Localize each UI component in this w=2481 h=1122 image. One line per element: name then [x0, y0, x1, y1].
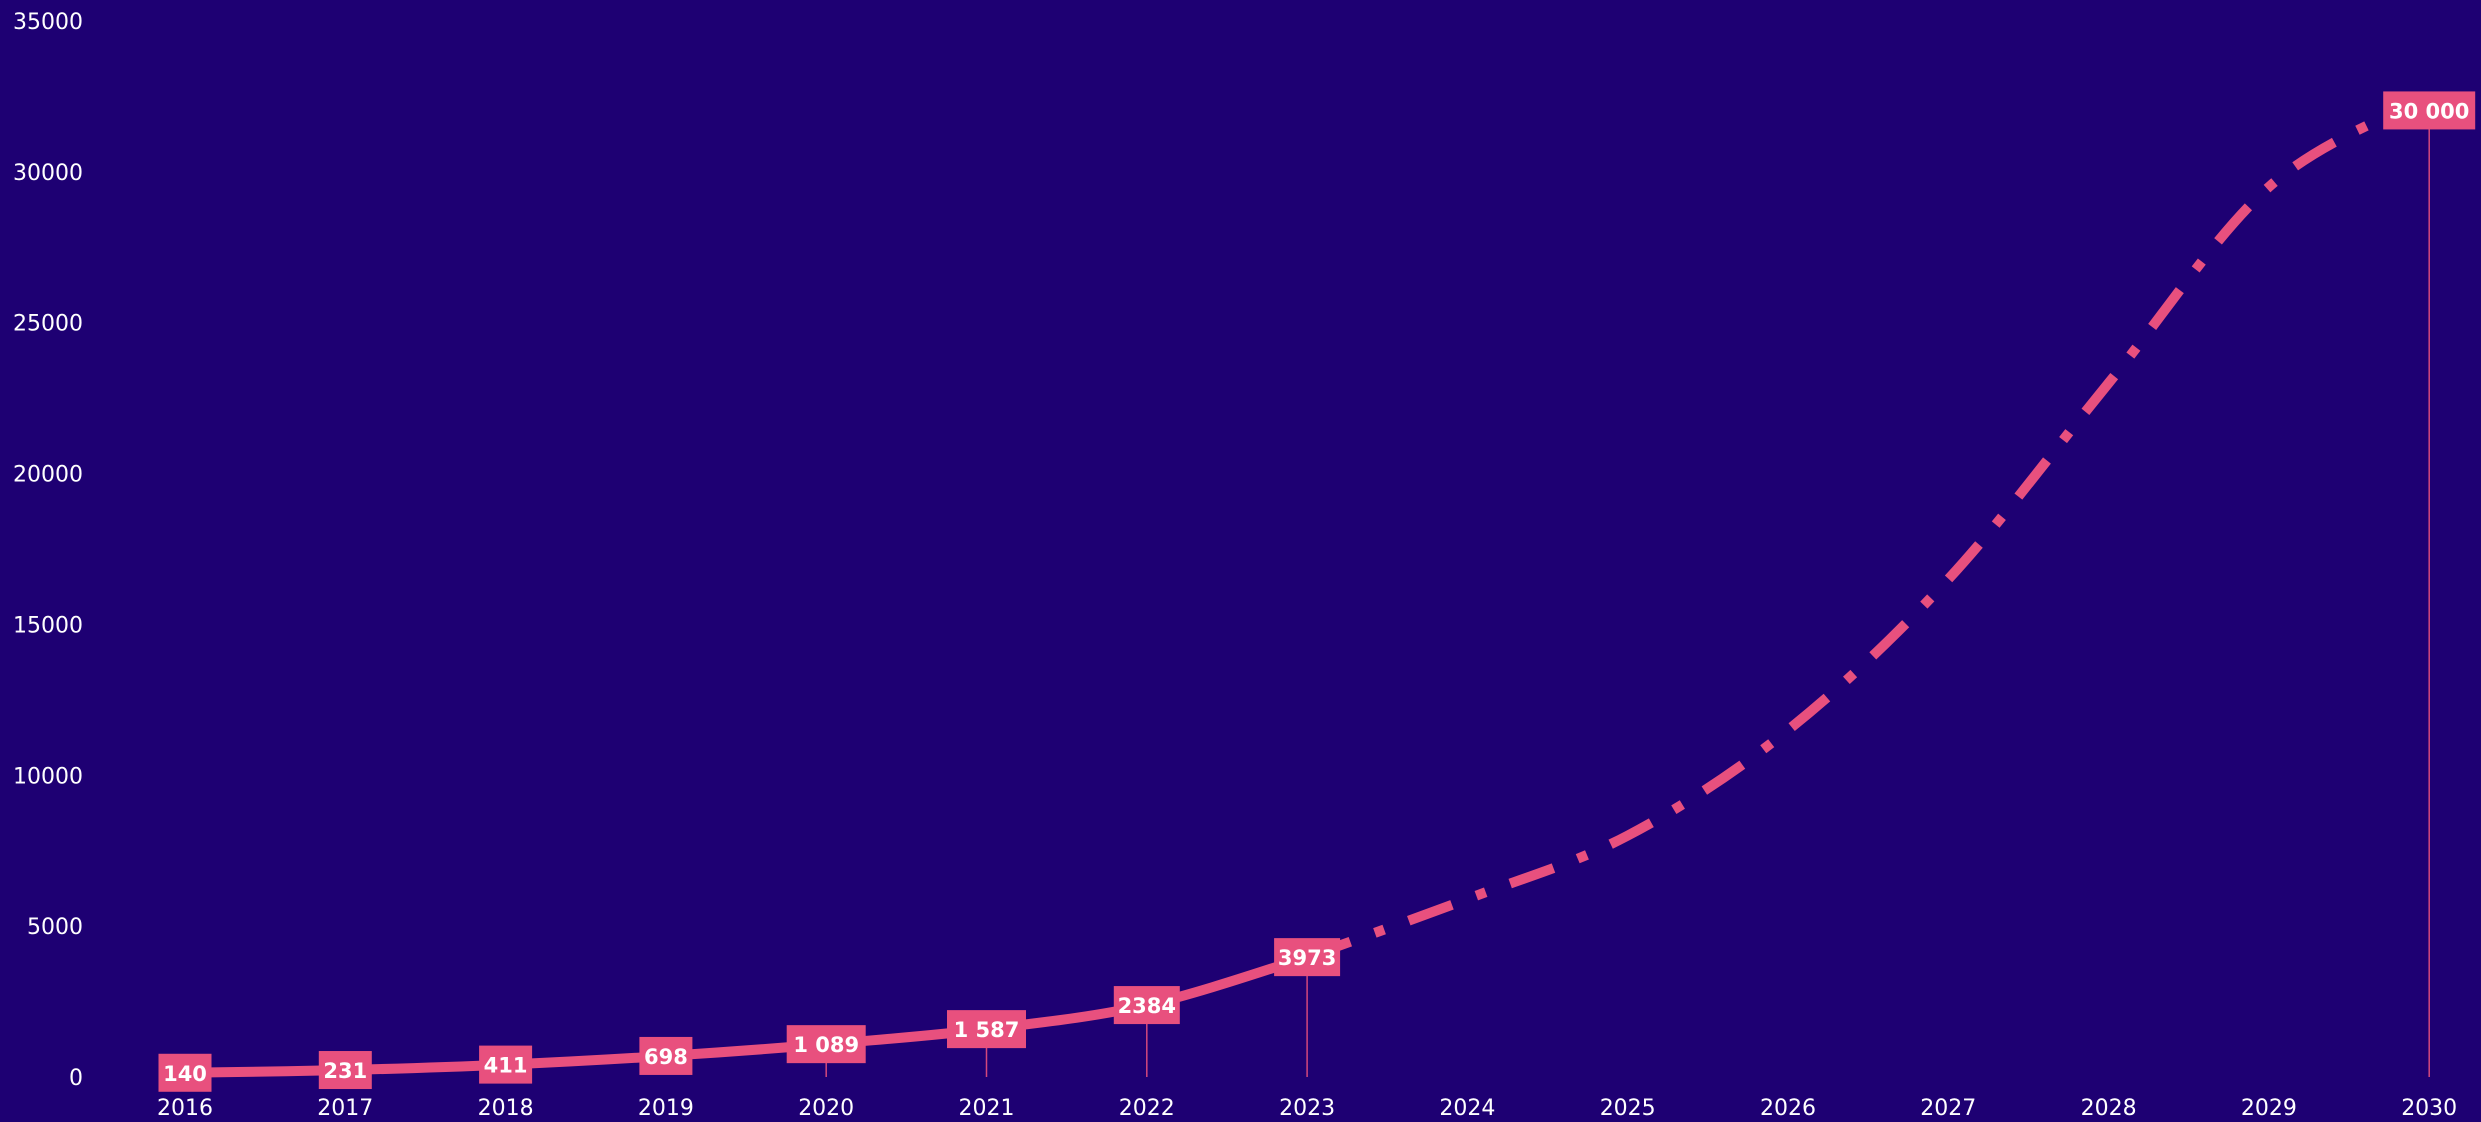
x-tick-label: 2028 [2081, 1096, 2137, 1121]
svg-text:30 000: 30 000 [2389, 99, 2469, 123]
series-lines [180, 92, 2432, 1078]
x-tick-label: 2026 [1760, 1096, 1816, 1121]
y-tick-label: 15000 [13, 613, 83, 638]
x-tick-label: 2030 [2401, 1096, 2457, 1121]
data-label: 3973 [1274, 938, 1341, 977]
data-labels: 140 231 411 698 1 089 1 587 2384 3973 30 000 [158, 91, 2476, 1092]
x-tick-label: 2016 [157, 1096, 213, 1121]
y-tick-label: 30000 [13, 161, 83, 186]
y-tick-label: 10000 [13, 764, 83, 789]
y-tick-label: 5000 [27, 915, 83, 940]
x-tick-label: 2021 [959, 1096, 1015, 1121]
svg-text:140: 140 [163, 1062, 207, 1086]
drop-lines [825, 96, 2430, 1077]
x-axis-ticks: 2016 2017 2018 2019 2020 2021 2022 2023 2024 2025… [157, 1096, 2457, 1121]
x-tick-label: 2017 [317, 1096, 373, 1121]
y-axis-ticks: 0 5000 10000 15000 20000 25000 30000 35000 [13, 10, 83, 1091]
series-line-projection [1305, 92, 2432, 962]
svg-text:411: 411 [484, 1054, 528, 1078]
svg-text:231: 231 [323, 1059, 367, 1083]
data-label: 2384 [1113, 986, 1180, 1025]
y-tick-label: 20000 [13, 463, 83, 488]
x-tick-label: 2027 [1920, 1096, 1976, 1121]
svg-text:3973: 3973 [1278, 946, 1336, 970]
x-tick-label: 2024 [1439, 1096, 1495, 1121]
svg-text:1 587: 1 587 [954, 1018, 1020, 1042]
x-tick-label: 2022 [1119, 1096, 1175, 1121]
svg-text:1 089: 1 089 [793, 1033, 859, 1057]
data-label: 1 587 [947, 1010, 1026, 1049]
x-tick-label: 2029 [2241, 1096, 2297, 1121]
data-label: 698 [639, 1036, 693, 1075]
x-tick-label: 2018 [478, 1096, 534, 1121]
data-label: 411 [479, 1045, 533, 1084]
y-tick-label: 25000 [13, 312, 83, 337]
x-tick-label: 2020 [798, 1096, 854, 1121]
y-tick-label: 35000 [13, 10, 83, 35]
data-label: 140 [158, 1053, 212, 1092]
svg-text:2384: 2384 [1118, 994, 1176, 1018]
svg-text:698: 698 [644, 1045, 688, 1069]
x-tick-label: 2019 [638, 1096, 694, 1121]
x-tick-label: 2025 [1600, 1096, 1656, 1121]
data-label: 231 [318, 1051, 372, 1090]
x-tick-label: 2023 [1279, 1096, 1335, 1121]
data-label: 1 089 [786, 1025, 866, 1064]
y-tick-label: 0 [69, 1066, 83, 1091]
data-label: 30 000 [2383, 91, 2476, 130]
